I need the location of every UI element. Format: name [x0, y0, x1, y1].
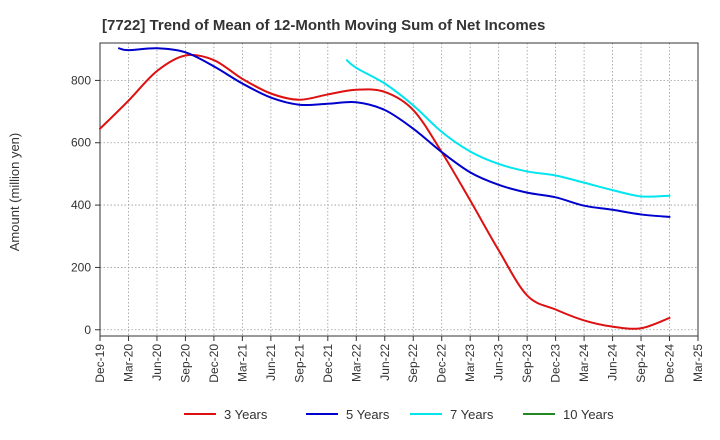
x-tick-label: Jun-22 [378, 344, 392, 381]
x-tick-label: Sep-21 [292, 344, 306, 383]
legend-label-7-years: 7 Years [450, 407, 494, 422]
legend-label-10-years: 10 Years [563, 407, 614, 422]
x-tick-label: Dec-22 [435, 344, 449, 383]
x-tick-label: Sep-20 [178, 344, 192, 383]
x-tick-label: Sep-24 [634, 344, 648, 383]
y-tick-label: 200 [71, 260, 91, 274]
x-tick-label: Jun-21 [264, 344, 278, 381]
x-tick-label: Mar-20 [121, 344, 135, 382]
x-tick-label: Jun-24 [606, 344, 620, 381]
grid-lines [100, 43, 698, 336]
x-tick-label: Dec-19 [93, 344, 107, 383]
x-tick-label: Jun-23 [492, 344, 506, 381]
x-tick-label: Dec-24 [663, 344, 677, 383]
x-tick-label: Mar-21 [235, 344, 249, 382]
x-tick-label: Mar-24 [577, 344, 591, 382]
y-axis-label: Amount (million yen) [7, 133, 22, 252]
y-tick-label: 800 [71, 73, 91, 87]
x-tick-label: Sep-23 [520, 344, 534, 383]
series-group [99, 47, 671, 330]
legend: 3 Years 5 Years 7 Years 10 Years [184, 407, 614, 422]
series-line-7-years [345, 59, 671, 198]
legend-label-5-years: 5 Years [346, 407, 390, 422]
legend-label-3-years: 3 Years [224, 407, 268, 422]
y-tick-label: 0 [84, 323, 91, 337]
x-tick-label: Mar-25 [691, 344, 705, 382]
x-tick-label: Dec-20 [207, 344, 221, 383]
plot-frame [99, 42, 699, 337]
x-tick-label: Mar-22 [349, 344, 363, 382]
chart-title: [7722] Trend of Mean of 12-Month Moving … [102, 17, 545, 34]
axes: 0 200 400 600 800 Dec-19 Mar-20 Jun-20 Sep-20 Dec… [71, 42, 705, 383]
x-tick-label: Jun-20 [150, 344, 164, 381]
x-tick-label: Sep-22 [406, 344, 420, 383]
x-tick-label: Dec-21 [321, 344, 335, 383]
x-tick-label: Mar-23 [463, 344, 477, 382]
y-tick-label: 600 [71, 136, 91, 150]
y-tick-label: 400 [71, 198, 91, 212]
x-tick-label: Dec-23 [549, 344, 563, 383]
series-line-5-years [117, 47, 671, 218]
